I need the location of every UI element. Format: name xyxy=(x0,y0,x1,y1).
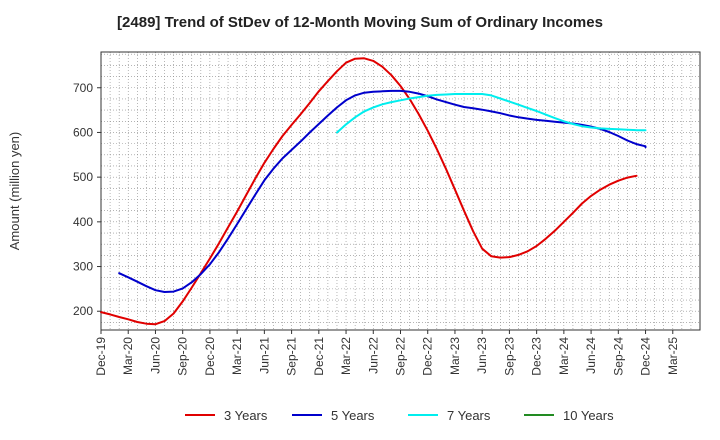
x-tick-label: Jun-23 xyxy=(475,337,489,374)
series-line-7-years xyxy=(336,93,647,134)
x-tick-label: Sep-22 xyxy=(394,337,408,376)
legend-label: 10 Years xyxy=(563,408,614,423)
grid-lines xyxy=(101,52,700,330)
legend-label: 7 Years xyxy=(447,408,491,423)
x-tick-label: Sep-24 xyxy=(611,337,625,376)
y-tick-label: 600 xyxy=(73,125,93,139)
x-tick-label: Dec-22 xyxy=(421,337,435,376)
chart-title: [2489] Trend of StDev of 12-Month Moving… xyxy=(117,14,603,31)
x-tick-label: Dec-24 xyxy=(639,337,653,376)
series-line-3-years xyxy=(100,57,638,326)
legend-label: 5 Years xyxy=(331,408,375,423)
x-tick-label: Sep-21 xyxy=(285,337,299,376)
x-tick-label: Dec-20 xyxy=(203,337,217,376)
x-tick-label: Mar-22 xyxy=(339,337,353,375)
x-tick-label: Jun-22 xyxy=(366,337,380,374)
x-tick-label: Sep-23 xyxy=(502,337,516,376)
legend-label: 3 Years xyxy=(224,408,268,423)
x-tick-label: Mar-24 xyxy=(557,337,571,375)
legend: 3 Years 5 Years 7 Years 10 Years xyxy=(185,408,614,423)
y-axis-ticks: 200 300 400 500 600 700 xyxy=(73,81,101,318)
x-tick-label: Jun-24 xyxy=(584,337,598,374)
x-tick-label: Dec-19 xyxy=(94,337,108,376)
x-tick-label: Sep-20 xyxy=(176,337,190,376)
y-tick-label: 200 xyxy=(73,304,93,318)
x-tick-label: Mar-21 xyxy=(230,337,244,375)
y-tick-label: 500 xyxy=(73,170,93,184)
series-lines xyxy=(100,57,647,326)
x-tick-label: Mar-25 xyxy=(666,337,680,375)
y-tick-label: 700 xyxy=(73,81,93,95)
x-tick-label: Jun-21 xyxy=(257,337,271,374)
y-axis-label: Amount (million yen) xyxy=(7,132,22,251)
y-tick-label: 300 xyxy=(73,260,93,274)
x-tick-label: Mar-23 xyxy=(448,337,462,375)
y-tick-label: 400 xyxy=(73,215,93,229)
x-tick-label: Mar-20 xyxy=(121,337,135,375)
x-axis-ticks: Dec-19 Mar-20 Jun-20 Sep-20 Dec-20 Mar-21 Jun-… xyxy=(94,330,680,376)
x-tick-label: Dec-21 xyxy=(312,337,326,376)
x-tick-label: Dec-23 xyxy=(530,337,544,376)
x-tick-label: Jun-20 xyxy=(148,337,162,374)
